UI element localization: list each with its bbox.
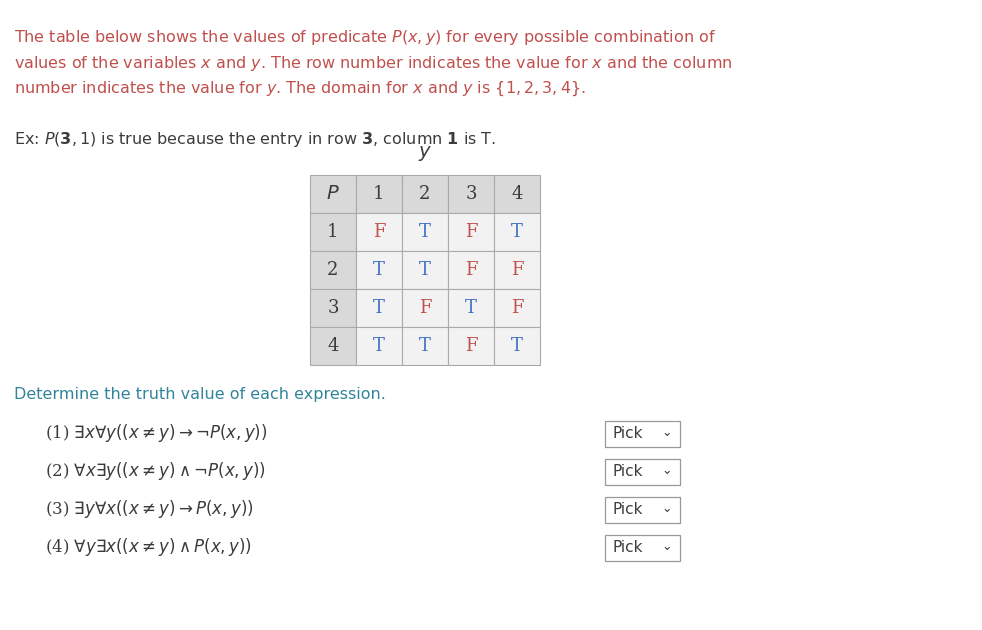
Text: 4: 4 [512, 185, 522, 203]
Text: F: F [373, 223, 385, 241]
Text: 1: 1 [373, 185, 385, 203]
Bar [448, 213, 494, 251]
Bar [402, 175, 448, 213]
Text: Ex: $P(\mathbf{3}, 1)$ is true because the entry in row $\mathbf{3}$, column $\m: Ex: $P(\mathbf{3}, 1)$ is true because t… [14, 130, 496, 149]
Text: (1) $\exists x\forall y((x \neq y) \rightarrow \neg P(x, y))$: (1) $\exists x\forall y((x \neq y) \righ… [45, 422, 267, 444]
Text: F: F [418, 299, 431, 317]
Bar [494, 175, 540, 213]
Text: ⌄: ⌄ [662, 427, 672, 440]
Bar [402, 251, 448, 289]
Bar [402, 327, 448, 365]
Text: 2: 2 [419, 185, 431, 203]
Text: T: T [373, 261, 385, 279]
Bar [310, 175, 356, 213]
Text: ⌄: ⌄ [662, 541, 672, 554]
Text: T: T [511, 223, 523, 241]
Text: 3: 3 [327, 299, 339, 317]
Text: T: T [511, 337, 523, 355]
Text: 3: 3 [465, 185, 476, 203]
Bar [356, 175, 402, 213]
Bar [310, 213, 356, 251]
Text: (3) $\exists y\forall x((x \neq y) \rightarrow P(x, y))$: (3) $\exists y\forall x((x \neq y) \righ… [45, 498, 253, 520]
Bar [356, 213, 402, 251]
Text: The table below shows the values of predicate $P(x, y)$ for every possible combi: The table below shows the values of pred… [14, 28, 716, 47]
Text: F: F [511, 261, 523, 279]
Text: $y$: $y$ [418, 144, 432, 163]
Bar [448, 251, 494, 289]
Text: Pick: Pick [613, 464, 643, 479]
Text: ⌄: ⌄ [662, 464, 672, 478]
Bar [448, 289, 494, 327]
Text: (2) $\forall x\exists y((x \neq y) \wedge \neg P(x, y))$: (2) $\forall x\exists y((x \neq y) \wedg… [45, 460, 266, 482]
Bar [494, 213, 540, 251]
Text: T: T [419, 261, 431, 279]
Text: Determine the truth value of each expression.: Determine the truth value of each expres… [14, 387, 386, 402]
Text: F: F [464, 261, 477, 279]
Text: ⌄: ⌄ [662, 503, 672, 515]
Bar [605, 497, 680, 523]
Text: Pick: Pick [613, 425, 643, 440]
Bar [356, 327, 402, 365]
Text: F: F [464, 337, 477, 355]
Text: 1: 1 [327, 223, 339, 241]
Text: T: T [465, 299, 477, 317]
Bar [402, 289, 448, 327]
Bar [356, 251, 402, 289]
Text: 4: 4 [327, 337, 339, 355]
Text: T: T [373, 337, 385, 355]
Text: (4) $\forall y\exists x((x \neq y) \wedge P(x, y))$: (4) $\forall y\exists x((x \neq y) \wedg… [45, 536, 251, 558]
Text: F: F [464, 223, 477, 241]
Text: values of the variables $x$ and $y$. The row number indicates the value for $x$ : values of the variables $x$ and $y$. The… [14, 54, 733, 73]
Text: F: F [511, 299, 523, 317]
Text: number indicates the value for $y$. The domain for $x$ and $y$ is $\{1, 2, 3, 4\: number indicates the value for $y$. The … [14, 80, 586, 98]
Bar [494, 327, 540, 365]
Text: Pick: Pick [613, 501, 643, 517]
Text: T: T [373, 299, 385, 317]
Text: $P$: $P$ [326, 185, 340, 203]
Bar [448, 175, 494, 213]
Text: 2: 2 [327, 261, 339, 279]
Bar [310, 251, 356, 289]
Bar [356, 289, 402, 327]
Bar [494, 251, 540, 289]
Bar [310, 289, 356, 327]
Bar [310, 327, 356, 365]
Text: T: T [419, 223, 431, 241]
Text: Pick: Pick [613, 539, 643, 554]
Bar [402, 213, 448, 251]
Bar [494, 289, 540, 327]
Bar [448, 327, 494, 365]
Bar [605, 421, 680, 447]
Bar [605, 459, 680, 485]
Text: T: T [419, 337, 431, 355]
Bar [605, 535, 680, 561]
